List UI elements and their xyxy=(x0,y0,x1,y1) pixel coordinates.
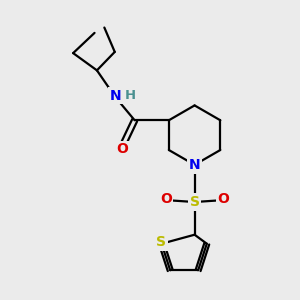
Text: S: S xyxy=(190,195,200,209)
Text: N: N xyxy=(110,88,121,103)
Text: O: O xyxy=(218,192,230,206)
Text: N: N xyxy=(189,158,200,172)
Text: O: O xyxy=(160,192,172,206)
Text: S: S xyxy=(156,235,166,249)
Text: H: H xyxy=(125,89,136,102)
Text: O: O xyxy=(116,142,128,156)
